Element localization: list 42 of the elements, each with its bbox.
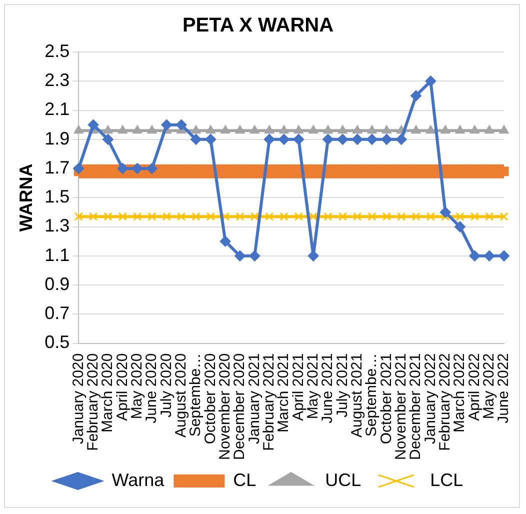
y-tick-label: 0.5 [44, 332, 70, 352]
x-tick-label: June 2021 [319, 353, 336, 424]
x-tick-label: October 2021 [378, 353, 395, 444]
y-tick-label: 1.9 [44, 128, 70, 148]
x-tick-label: January 2021 [246, 353, 263, 444]
y-axis-title: WARNA [16, 164, 36, 232]
y-tick-label: 2.1 [44, 99, 70, 120]
x-tick-label: July 2021 [334, 353, 351, 418]
x-tick-label: June 2022 [495, 353, 512, 424]
y-tick-label: 1.5 [44, 186, 70, 207]
x-tick-label: April 2020 [114, 353, 131, 421]
y-tick-label: 2.3 [44, 70, 70, 90]
x-tick-label: April 2022 [466, 353, 483, 421]
x-tick-label: January 2020 [70, 353, 87, 444]
chart-title: PETA X WARNA [182, 14, 334, 37]
y-tick-label: 0.7 [44, 303, 70, 324]
x-tick-label: October 2020 [202, 353, 219, 444]
y-tick-label: 1.1 [44, 244, 70, 265]
legend-label: CL [233, 470, 256, 490]
x-tick-label: Septembe… [187, 353, 204, 437]
y-tick-label: 2.5 [44, 40, 70, 61]
x-tick-label: November 2021 [392, 353, 410, 460]
x-tick-label: November 2020 [216, 353, 234, 460]
y-tick-label: 0.9 [44, 274, 70, 294]
x-tick-label: December 2020 [231, 353, 248, 460]
x-tick-label: January 2022 [422, 353, 439, 444]
y-tick-label: 1.7 [44, 157, 70, 178]
x-tick-label: December 2021 [407, 353, 424, 460]
x-tick-label: May 2022 [480, 353, 498, 420]
x-tick-label: June 2020 [143, 353, 160, 424]
legend-label: LCL [430, 470, 464, 490]
legend-label: Warna [112, 470, 166, 490]
x-tick-label: Septembe… [363, 353, 380, 437]
y-tick-label: 1.3 [44, 216, 70, 236]
x-tick-label: May 2021 [304, 353, 322, 420]
x-tick-label: March 2021 [275, 353, 292, 432]
x-tick-label: July 2020 [158, 353, 175, 418]
x-tick-label: March 2020 [99, 353, 116, 432]
legend-label: UCL [325, 470, 362, 490]
x-tick-label: May 2020 [128, 353, 146, 420]
x-tick-label: March 2022 [451, 353, 468, 432]
x-tick-label: April 2021 [290, 353, 307, 421]
